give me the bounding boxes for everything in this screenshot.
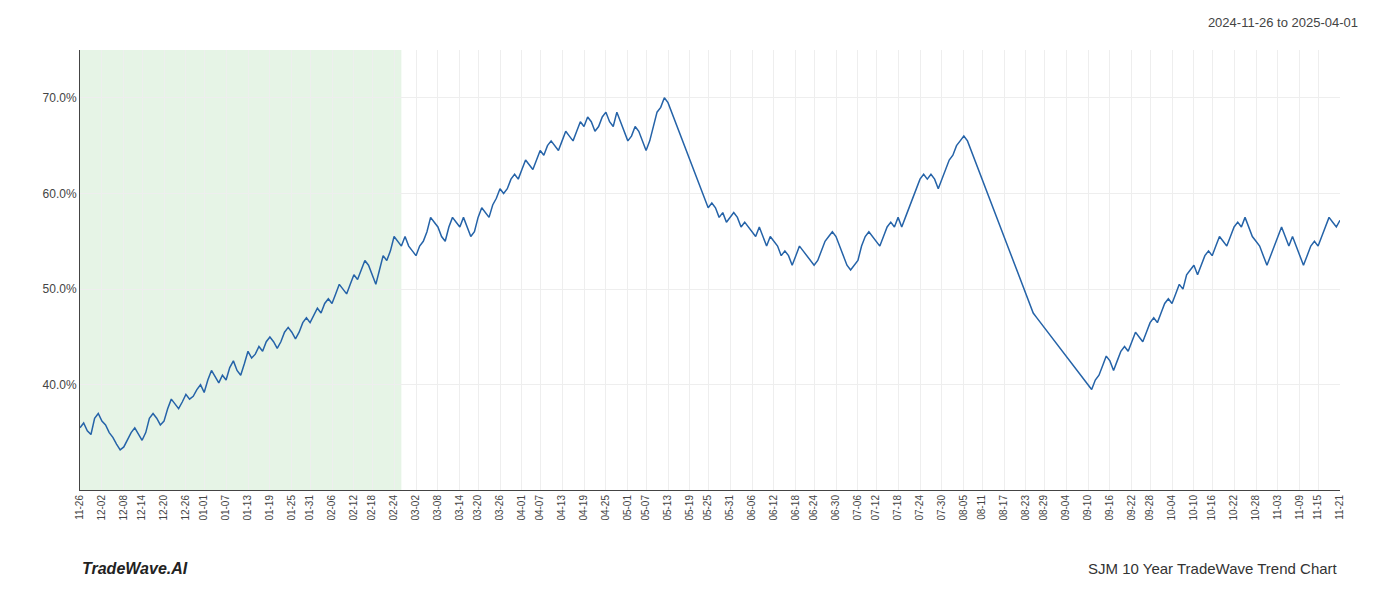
svg-text:04-07: 04-07 <box>534 495 545 521</box>
svg-text:05-13: 05-13 <box>662 495 673 521</box>
svg-text:07-30: 07-30 <box>936 495 947 521</box>
svg-text:07-06: 07-06 <box>852 495 863 521</box>
svg-text:06-12: 06-12 <box>768 495 779 521</box>
svg-text:05-01: 05-01 <box>622 495 633 521</box>
svg-text:05-31: 05-31 <box>724 495 735 521</box>
svg-text:11-26: 11-26 <box>74 495 85 520</box>
svg-text:12-02: 12-02 <box>96 495 107 521</box>
svg-text:08-05: 08-05 <box>958 495 969 521</box>
svg-text:50.0%: 50.0% <box>43 282 77 296</box>
svg-text:06-24: 06-24 <box>808 495 819 521</box>
svg-text:01-07: 01-07 <box>220 495 231 521</box>
svg-text:11-15: 11-15 <box>1312 495 1323 520</box>
svg-text:05-07: 05-07 <box>640 495 651 521</box>
svg-text:04-01: 04-01 <box>516 495 527 521</box>
svg-text:09-04: 09-04 <box>1060 495 1071 521</box>
svg-text:11-21: 11-21 <box>1334 495 1345 520</box>
svg-text:10-10: 10-10 <box>1188 495 1199 521</box>
svg-text:02-06: 02-06 <box>326 495 337 521</box>
svg-text:60.0%: 60.0% <box>43 187 77 201</box>
svg-text:12-08: 12-08 <box>118 495 129 521</box>
svg-text:TradeWave.AI: TradeWave.AI <box>82 560 188 577</box>
svg-text:2024-11-26 to 2025-04-01: 2024-11-26 to 2025-04-01 <box>1208 15 1358 30</box>
svg-text:09-16: 09-16 <box>1104 495 1115 521</box>
svg-text:01-13: 01-13 <box>242 495 253 521</box>
svg-text:10-22: 10-22 <box>1228 495 1239 521</box>
svg-text:01-25: 01-25 <box>286 495 297 521</box>
svg-text:03-26: 03-26 <box>494 495 505 521</box>
svg-text:12-26: 12-26 <box>180 495 191 521</box>
svg-text:03-08: 03-08 <box>432 495 443 521</box>
svg-text:04-25: 04-25 <box>600 495 611 521</box>
svg-text:09-28: 09-28 <box>1144 495 1155 521</box>
svg-text:10-16: 10-16 <box>1206 495 1217 521</box>
svg-text:09-22: 09-22 <box>1126 495 1137 521</box>
svg-text:08-29: 08-29 <box>1038 495 1049 521</box>
svg-text:01-19: 01-19 <box>264 495 275 521</box>
svg-text:03-14: 03-14 <box>454 495 465 521</box>
svg-text:03-20: 03-20 <box>472 495 483 521</box>
svg-text:02-24: 02-24 <box>388 495 399 521</box>
svg-text:08-17: 08-17 <box>998 495 1009 521</box>
svg-text:05-25: 05-25 <box>702 495 713 521</box>
svg-text:01-01: 01-01 <box>198 495 209 521</box>
svg-text:04-13: 04-13 <box>556 495 567 521</box>
svg-text:07-18: 07-18 <box>892 495 903 521</box>
svg-text:11-03: 11-03 <box>1272 495 1283 520</box>
svg-text:07-24: 07-24 <box>914 495 925 521</box>
svg-text:11-09: 11-09 <box>1294 495 1305 520</box>
svg-text:SJM 10 Year TradeWave Trend Ch: SJM 10 Year TradeWave Trend Chart <box>1088 560 1338 577</box>
svg-text:06-06: 06-06 <box>746 495 757 521</box>
svg-text:07-12: 07-12 <box>870 495 881 521</box>
svg-text:06-30: 06-30 <box>830 495 841 521</box>
svg-text:03-02: 03-02 <box>410 495 421 521</box>
svg-text:12-14: 12-14 <box>136 495 147 521</box>
svg-text:12-20: 12-20 <box>158 495 169 521</box>
svg-text:02-12: 02-12 <box>348 495 359 521</box>
svg-text:06-18: 06-18 <box>790 495 801 521</box>
svg-text:02-18: 02-18 <box>366 495 377 521</box>
svg-text:04-19: 04-19 <box>578 495 589 521</box>
svg-text:10-04: 10-04 <box>1166 495 1177 521</box>
svg-text:40.0%: 40.0% <box>43 378 77 392</box>
svg-text:05-19: 05-19 <box>684 495 695 521</box>
svg-text:01-31: 01-31 <box>304 495 315 521</box>
svg-text:08-11: 08-11 <box>976 495 987 520</box>
svg-text:70.0%: 70.0% <box>43 91 77 105</box>
svg-text:09-10: 09-10 <box>1082 495 1093 521</box>
svg-text:10-28: 10-28 <box>1250 495 1261 521</box>
svg-text:08-23: 08-23 <box>1020 495 1031 521</box>
